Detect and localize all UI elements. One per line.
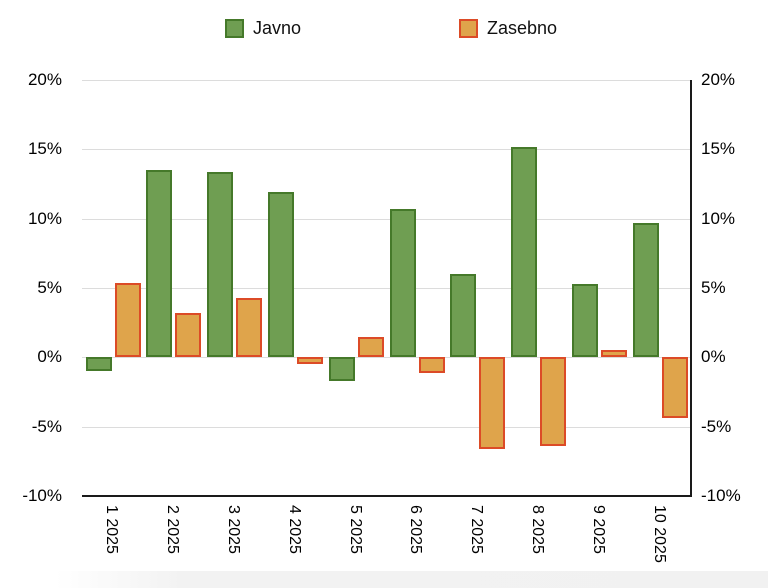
bar-zasebno-2-2025 [175, 313, 202, 358]
legend-label-zasebno: Zasebno [487, 18, 558, 38]
bar-zasebno-10-2025 [661, 357, 688, 419]
gridline-20 [82, 80, 690, 81]
y-tick-label-left-0: 0% [37, 347, 62, 366]
gridline--5 [82, 427, 690, 428]
x-tick-label-5-2025: 5 2025 [346, 505, 364, 554]
bar-javno-2-2025 [146, 170, 173, 358]
legend-item-javno[interactable]: Javno [225, 17, 301, 39]
y-tick-label-left-5: 5% [37, 278, 62, 297]
x-tick-label-4-2025: 4 2025 [285, 505, 303, 554]
legend-label-javno: Javno [253, 18, 302, 38]
legend-item-zasebno[interactable]: Zasebno [459, 17, 557, 39]
y-tick-label-left-20: 20% [27, 70, 62, 89]
bar-zasebno-4-2025 [296, 357, 323, 365]
bar-javno-8-2025 [511, 146, 538, 358]
bar-javno-1-2025 [85, 357, 112, 372]
y-tick-label-right--10: -10% [701, 486, 741, 505]
bar-javno-3-2025 [207, 171, 234, 358]
y-tick-label-left--5: -5% [31, 417, 62, 436]
y-tick-label-right-15: 15% [701, 139, 736, 158]
x-tick-label-10-2025: 10 2025 [650, 505, 668, 563]
zasebno-legend-swatch-icon [459, 18, 478, 38]
gridline-15 [82, 149, 690, 150]
gridline-5 [82, 288, 690, 289]
right-y-axis-line [690, 80, 692, 496]
bar-zasebno-7-2025 [479, 357, 506, 449]
x-tick-label-9-2025: 9 2025 [589, 505, 607, 554]
bar-javno-4-2025 [267, 192, 294, 358]
y-tick-label-right-20: 20% [701, 70, 736, 89]
bar-zasebno-5-2025 [357, 336, 384, 358]
y-tick-label-right-10: 10% [701, 209, 736, 228]
bar-javno-10-2025 [632, 222, 659, 358]
y-tick-label-right-0: 0% [701, 347, 726, 366]
javno-legend-swatch-icon [225, 18, 244, 38]
y-tick-label-left-10: 10% [27, 209, 62, 228]
bottom-strip [55, 571, 768, 588]
x-tick-label-7-2025: 7 2025 [468, 505, 486, 554]
bar-javno-5-2025 [328, 357, 355, 381]
x-axis-line [82, 495, 692, 497]
bar-javno-6-2025 [389, 209, 416, 358]
bar-zasebno-6-2025 [418, 357, 445, 373]
y-tick-label-left-15: 15% [27, 139, 62, 158]
bar-zasebno-8-2025 [540, 357, 567, 446]
x-tick-label-8-2025: 8 2025 [529, 505, 546, 554]
bar-zasebno-1-2025 [114, 282, 141, 358]
x-tick-label-1-2025: 1 2025 [103, 505, 121, 554]
y-tick-label-left--10: -10% [22, 486, 62, 505]
gridline-10 [82, 219, 690, 220]
x-tick-label-3-2025: 3 2025 [225, 505, 242, 554]
x-tick-label-2-2025: 2 2025 [164, 505, 182, 554]
bar-javno-7-2025 [450, 274, 477, 358]
bar-javno-9-2025 [571, 283, 598, 358]
y-tick-label-right-5: 5% [701, 278, 726, 297]
bar-zasebno-9-2025 [600, 350, 627, 358]
gridline-0 [82, 357, 690, 358]
x-tick-label-6-2025: 6 2025 [407, 505, 425, 554]
bar-zasebno-3-2025 [236, 297, 263, 358]
y-tick-label-right--5: -5% [701, 417, 732, 436]
